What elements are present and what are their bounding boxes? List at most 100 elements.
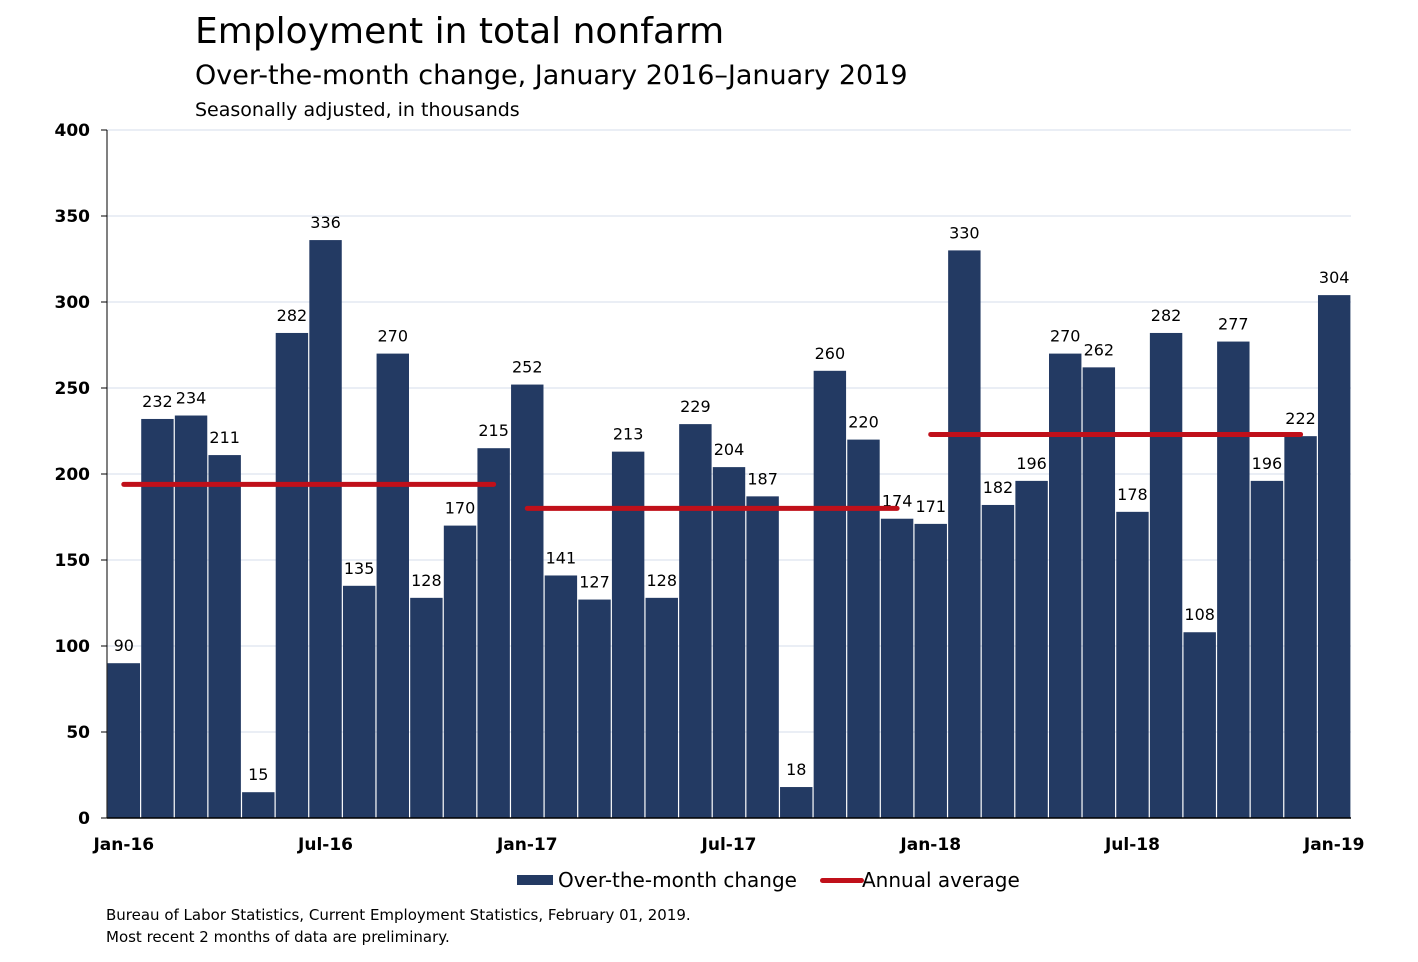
data-label: 215 <box>478 421 509 440</box>
data-label: 135 <box>344 559 375 578</box>
data-label: 128 <box>646 571 677 590</box>
bar <box>410 597 443 818</box>
chart-units-note: Seasonally adjusted, in thousands <box>195 99 520 121</box>
bar <box>914 523 947 818</box>
bar <box>981 504 1015 818</box>
data-label: 220 <box>848 413 879 432</box>
y-tick-label: 350 <box>55 207 91 227</box>
bar <box>1183 632 1216 818</box>
bar <box>511 384 544 818</box>
y-tick-label: 250 <box>55 379 91 399</box>
x-tick-label: Jan-16 <box>92 835 154 855</box>
bar <box>309 240 342 818</box>
bar <box>1149 332 1183 818</box>
data-label: 330 <box>949 223 980 242</box>
bar <box>880 518 914 818</box>
bar <box>813 370 847 818</box>
bar <box>174 415 208 818</box>
bar <box>208 455 241 818</box>
bar <box>746 496 779 818</box>
data-label: 204 <box>714 440 745 459</box>
bar <box>107 663 141 818</box>
x-tick-label: Jan-19 <box>1303 835 1365 855</box>
data-label: 277 <box>1218 315 1249 334</box>
data-label: 128 <box>411 571 442 590</box>
legend-swatch-line <box>820 878 864 883</box>
data-label: 270 <box>1050 327 1081 346</box>
bar <box>242 792 275 818</box>
data-label: 187 <box>747 469 778 488</box>
chart-subtitle: Over-the-month change, January 2016–Janu… <box>195 60 908 91</box>
bar <box>1049 353 1082 818</box>
bar <box>645 597 678 818</box>
data-label: 18 <box>786 760 806 779</box>
data-label: 196 <box>1252 454 1283 473</box>
data-label: 222 <box>1285 409 1316 428</box>
bar <box>376 353 409 818</box>
bar <box>141 418 174 818</box>
bar <box>578 599 611 818</box>
bar <box>611 451 645 818</box>
y-tick-label: 200 <box>55 465 91 485</box>
data-label: 15 <box>248 765 268 784</box>
data-label: 232 <box>142 392 173 411</box>
data-label: 262 <box>1084 340 1115 359</box>
x-tick-label: Jul-16 <box>297 835 353 855</box>
bar <box>847 439 880 818</box>
data-label: 211 <box>209 428 240 447</box>
bar <box>1284 436 1317 818</box>
data-label: 304 <box>1319 268 1350 287</box>
bar <box>1015 480 1048 818</box>
bar <box>1250 480 1284 818</box>
data-label: 127 <box>579 573 610 592</box>
bar <box>544 575 578 818</box>
y-tick-label: 0 <box>78 809 90 829</box>
y-tick-label: 100 <box>55 637 91 657</box>
data-label: 270 <box>378 327 409 346</box>
data-label: 282 <box>1151 306 1182 325</box>
footer-source: Bureau of Labor Statistics, Current Empl… <box>106 906 691 924</box>
data-label: 108 <box>1184 605 1215 624</box>
data-label: 170 <box>445 499 476 518</box>
data-label: 178 <box>1117 485 1148 504</box>
data-label: 229 <box>680 397 711 416</box>
bar <box>948 250 981 818</box>
data-label: 196 <box>1016 454 1047 473</box>
data-label: 252 <box>512 358 543 377</box>
y-tick-label: 150 <box>55 551 91 571</box>
bar <box>712 467 746 818</box>
bar <box>1116 511 1149 818</box>
bar <box>1217 341 1250 818</box>
bar <box>477 448 510 818</box>
legend-label-bars: Over-the-month change <box>558 868 797 892</box>
data-label: 141 <box>546 548 577 567</box>
chart-title: Employment in total nonfarm <box>195 11 725 52</box>
footer-preliminary-note: Most recent 2 months of data are prelimi… <box>106 928 450 946</box>
y-tick-label: 300 <box>55 293 91 313</box>
bar <box>275 332 309 818</box>
data-label: 336 <box>310 213 341 232</box>
footer-notes: Bureau of Labor Statistics, Current Empl… <box>106 904 691 948</box>
data-label: 171 <box>915 497 946 516</box>
bar <box>443 525 477 818</box>
legend-swatch-bar <box>517 875 553 885</box>
y-tick-label: 50 <box>66 723 90 743</box>
legend-label-line: Annual average <box>862 868 1020 892</box>
data-label: 260 <box>815 344 846 363</box>
bar <box>780 787 813 818</box>
x-tick-label: Jul-17 <box>701 835 757 855</box>
data-label: 234 <box>176 389 207 408</box>
data-label: 282 <box>277 306 308 325</box>
data-label: 90 <box>114 636 134 655</box>
y-tick-label: 400 <box>55 121 91 141</box>
data-label: 182 <box>983 478 1014 497</box>
data-label: 213 <box>613 425 644 444</box>
bar <box>342 585 376 818</box>
bar <box>1317 295 1351 818</box>
x-tick-label: Jan-18 <box>899 835 961 855</box>
bar <box>679 424 712 818</box>
x-tick-label: Jul-18 <box>1104 835 1160 855</box>
x-tick-label: Jan-17 <box>496 835 558 855</box>
bar <box>1082 367 1116 818</box>
